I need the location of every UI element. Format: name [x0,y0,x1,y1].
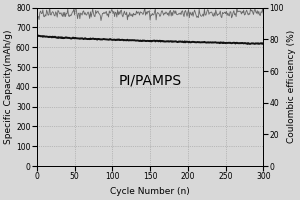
X-axis label: Cycle Number (n): Cycle Number (n) [110,187,190,196]
Text: PI/PAMPS: PI/PAMPS [118,74,182,88]
Y-axis label: Coulombic efficiency (%): Coulombic efficiency (%) [287,30,296,143]
Y-axis label: Specific Capacity(mAh/g): Specific Capacity(mAh/g) [4,30,13,144]
